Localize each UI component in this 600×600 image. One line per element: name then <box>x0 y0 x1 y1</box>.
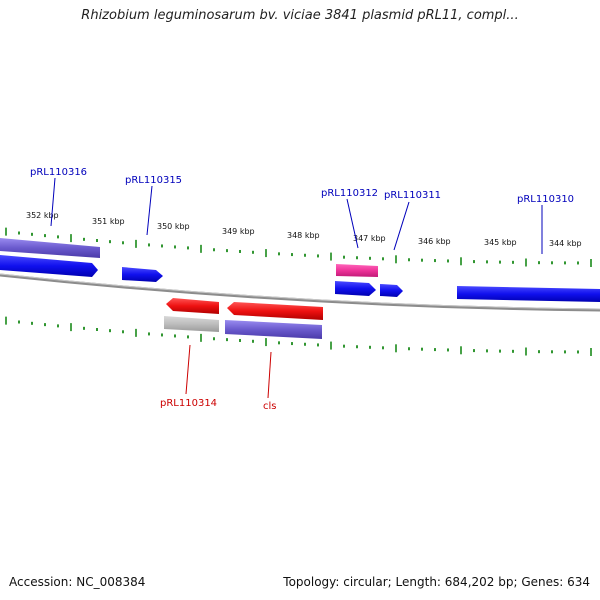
gene-feature[interactable] <box>457 286 600 302</box>
gene-feature[interactable] <box>336 264 378 277</box>
scale-tick-label: 347 kbp <box>353 234 386 243</box>
plasmid-backbone-highlight <box>0 273 600 310</box>
gene-feature[interactable] <box>164 316 219 332</box>
gene-label[interactable]: pRL110316 <box>30 167 87 178</box>
gene-label[interactable]: pRL110311 <box>384 190 441 201</box>
plasmid-title: Rhizobium leguminosarum bv. viciae 3841 … <box>81 8 519 23</box>
scale-tick-label: 351 kbp <box>92 217 125 226</box>
gene-label[interactable]: pRL110310 <box>517 194 574 205</box>
reverse-gene-labels: pRL110314 cls <box>160 344 277 412</box>
label-leader-line <box>393 201 410 251</box>
plasmid-backbone <box>0 273 600 312</box>
label-leader-line <box>185 344 191 395</box>
scale-tick-label: 345 kbp <box>484 238 517 247</box>
gene-feature[interactable] <box>0 255 98 277</box>
gene-label[interactable]: pRL110315 <box>125 175 182 186</box>
forward-gene-labels: pRL110316 pRL110315 pRL110312 pRL110311 … <box>30 167 574 254</box>
scale-labels: 352 kbp 351 kbp 350 kbp 349 kbp 348 kbp … <box>26 211 582 248</box>
gene-feature[interactable] <box>166 298 219 314</box>
reverse-strand-genes <box>164 298 323 339</box>
scale-tick-label: 346 kbp <box>418 237 451 246</box>
scale-tick-label: 352 kbp <box>26 211 59 220</box>
label-leader-line <box>50 177 56 227</box>
scale-tick-label: 348 kbp <box>287 231 320 240</box>
scale-tick-label: 349 kbp <box>222 227 255 236</box>
outer-tick-marks <box>5 227 592 267</box>
gene-feature[interactable] <box>227 302 323 320</box>
gene-label[interactable]: pRL110314 <box>160 398 217 409</box>
scale-tick-label: 350 kbp <box>157 222 190 231</box>
topology-summary: Topology: circular; Length: 684,202 bp; … <box>283 575 590 589</box>
gene-feature[interactable] <box>122 267 163 282</box>
gene-label[interactable]: pRL110312 <box>321 188 378 199</box>
gene-label[interactable]: cls <box>263 401 277 412</box>
gene-feature[interactable] <box>335 281 376 296</box>
gene-feature[interactable] <box>380 284 403 297</box>
scale-tick-label: 344 kbp <box>549 239 582 248</box>
gene-feature[interactable] <box>225 320 322 339</box>
forward-strand-genes <box>0 238 600 302</box>
label-leader-line <box>346 198 359 249</box>
label-leader-line <box>146 185 153 236</box>
accession-label: Accession: NC_008384 <box>9 575 146 589</box>
gene-feature[interactable] <box>0 238 100 258</box>
label-leader-line <box>267 351 272 399</box>
inner-tick-marks <box>5 316 592 356</box>
